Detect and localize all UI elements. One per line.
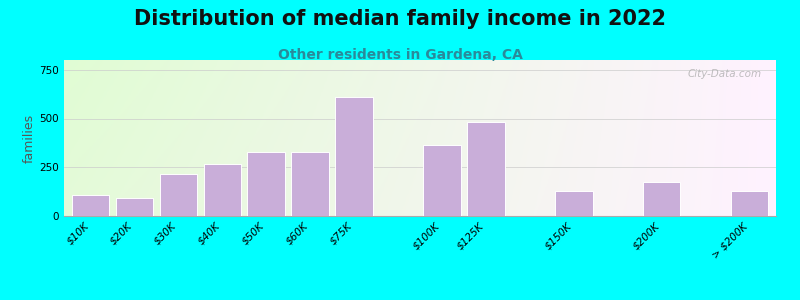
Bar (116, 199, 153, 216)
Text: City-Data.com: City-Data.com (688, 69, 762, 80)
Bar (159, 174, 197, 216)
Bar (72, 194, 109, 216)
Bar (467, 122, 505, 216)
Bar (247, 152, 285, 216)
Y-axis label: families: families (22, 113, 35, 163)
Bar (643, 182, 681, 216)
Text: Distribution of median family income in 2022: Distribution of median family income in … (134, 9, 666, 29)
Bar (291, 152, 329, 216)
Bar (203, 164, 241, 216)
Bar (555, 191, 593, 216)
Bar (423, 145, 461, 216)
Bar (335, 97, 373, 216)
Text: Other residents in Gardena, CA: Other residents in Gardena, CA (278, 48, 522, 62)
Bar (731, 191, 768, 216)
